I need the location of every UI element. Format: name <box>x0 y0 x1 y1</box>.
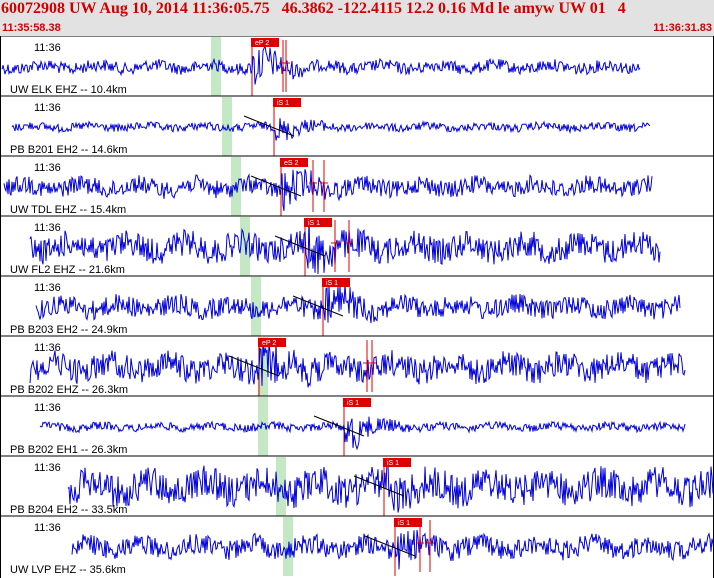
panel-time-label: 11:36 <box>34 222 61 234</box>
trace-panel: iS 1 11:36 PB B202 EH1 -- 26.3km <box>0 395 714 456</box>
pick-label-box <box>343 398 371 407</box>
trace-panel: iS 1 11:36 PB B204 EH2 -- 33.5km <box>0 455 714 516</box>
trace-panel: iS 1 11:36 PB B203 EH2 -- 24.9km <box>0 275 714 336</box>
pick-label-box <box>273 98 301 107</box>
travel-time-curve <box>250 175 302 197</box>
waveform-trace <box>29 217 661 275</box>
pick-label-tag[interactable]: iS 1 <box>273 98 301 107</box>
panel-time-label: 11:36 <box>34 282 61 294</box>
theoretical-arrival-band <box>258 337 268 396</box>
pick-label-box <box>304 218 332 227</box>
trace-panel: eS 2 11:36 UW TDL EHZ -- 15.4km <box>0 155 714 216</box>
pick-label-tag[interactable]: eP 2 <box>258 338 286 347</box>
trace-panel: iS 1 11:36 UW FL2 EHZ -- 21.6km <box>0 215 714 276</box>
panel-time-label: 11:36 <box>34 462 61 474</box>
pick-label-box <box>383 458 411 467</box>
pick-label-tag[interactable]: iS 1 <box>383 458 411 467</box>
theoretical-arrival-band <box>283 517 293 576</box>
waveform-trace <box>39 416 686 451</box>
window-start-time: 11:35:58.38 <box>2 22 61 34</box>
pick-label-box <box>251 38 279 47</box>
travel-time-curve <box>364 535 416 557</box>
event-title: 60072908 UW Aug 10, 2014 11:36:05.75 46.… <box>1 0 626 17</box>
pick-label-tag[interactable]: eP 2 <box>251 38 279 47</box>
pick-label-text: eS 2 <box>284 160 299 167</box>
trace-panel: iS 1 11:36 UW LVP EHZ -- 35.6km <box>0 515 714 576</box>
station-label: PB B204 EH2 -- 33.5km <box>10 504 127 516</box>
pick-label-box <box>258 338 286 347</box>
waveform-trace <box>67 460 714 513</box>
pick-label-tag[interactable]: iS 1 <box>322 278 350 287</box>
panel-time-label: 11:36 <box>34 522 61 534</box>
travel-time-curve <box>292 295 344 317</box>
travel-time-curve <box>353 475 405 497</box>
station-label: UW TDL EHZ -- 15.4km <box>10 204 126 216</box>
pick-label-tag[interactable]: iS 1 <box>343 398 371 407</box>
theoretical-arrival-band <box>222 97 232 156</box>
waveform-trace <box>29 339 686 388</box>
pick-label-box <box>394 518 422 527</box>
pick-label-text: iS 1 <box>387 460 399 467</box>
window-end-time: 11:36:31.83 <box>653 22 712 34</box>
travel-time-curve <box>274 235 326 257</box>
panel-time-label: 11:36 <box>34 162 61 174</box>
pick-label-text: iS 1 <box>326 280 338 287</box>
pick-label-text: eP 2 <box>262 340 276 347</box>
panel-time-label: 11:36 <box>34 402 61 414</box>
waveform-trace <box>35 283 681 324</box>
trace-panels: eP 2 11:36 UW ELK EHZ -- 10.4km iS 1 11:36 PB… <box>0 36 714 578</box>
station-label: PB B201 EH2 -- 14.6km <box>10 144 127 156</box>
pick-label-text: eP 2 <box>255 40 269 47</box>
panel-time-label: 11:36 <box>34 42 61 54</box>
trace-panel: iS 1 11:36 PB B201 EH2 -- 14.6km <box>0 95 714 156</box>
waveform-trace <box>71 529 714 570</box>
event-header: 60072908 UW Aug 10, 2014 11:36:05.75 46.… <box>0 0 714 36</box>
pick-label-tag[interactable]: eS 2 <box>280 158 308 167</box>
travel-time-curve <box>243 115 295 137</box>
pick-label-tag[interactable]: iS 1 <box>394 518 422 527</box>
waveform-trace <box>1 44 641 85</box>
pick-label-box <box>280 158 308 167</box>
theoretical-arrival-band <box>258 397 268 456</box>
travel-time-curve <box>313 415 365 437</box>
trace-panel: eP 2 11:36 PB B202 EHZ -- 26.3km <box>0 335 714 396</box>
waveform-trace <box>3 169 653 211</box>
pick-label-tag[interactable]: iS 1 <box>304 218 332 227</box>
pick-label-text: iS 1 <box>308 220 320 227</box>
pick-label-text: iS 1 <box>347 400 359 407</box>
pick-label-text: iS 1 <box>398 520 410 527</box>
waveform-trace <box>11 118 651 141</box>
station-label: PB B203 EH2 -- 24.9km <box>10 324 127 336</box>
trace-panel: eP 2 11:36 UW ELK EHZ -- 10.4km <box>0 36 714 96</box>
pick-label-text: iS 1 <box>277 100 289 107</box>
station-label: PB B202 EHZ -- 26.3km <box>10 384 128 396</box>
panel-time-label: 11:36 <box>34 102 61 114</box>
station-label: UW ELK EHZ -- 10.4km <box>10 84 127 96</box>
station-label: PB B202 EH1 -- 26.3km <box>10 444 127 456</box>
pick-label-box <box>322 278 350 287</box>
station-label: UW LVP EHZ -- 35.6km <box>10 564 126 576</box>
travel-time-curve <box>228 355 280 377</box>
panel-time-label: 11:36 <box>34 342 61 354</box>
station-label: UW FL2 EHZ -- 21.6km <box>10 264 125 276</box>
